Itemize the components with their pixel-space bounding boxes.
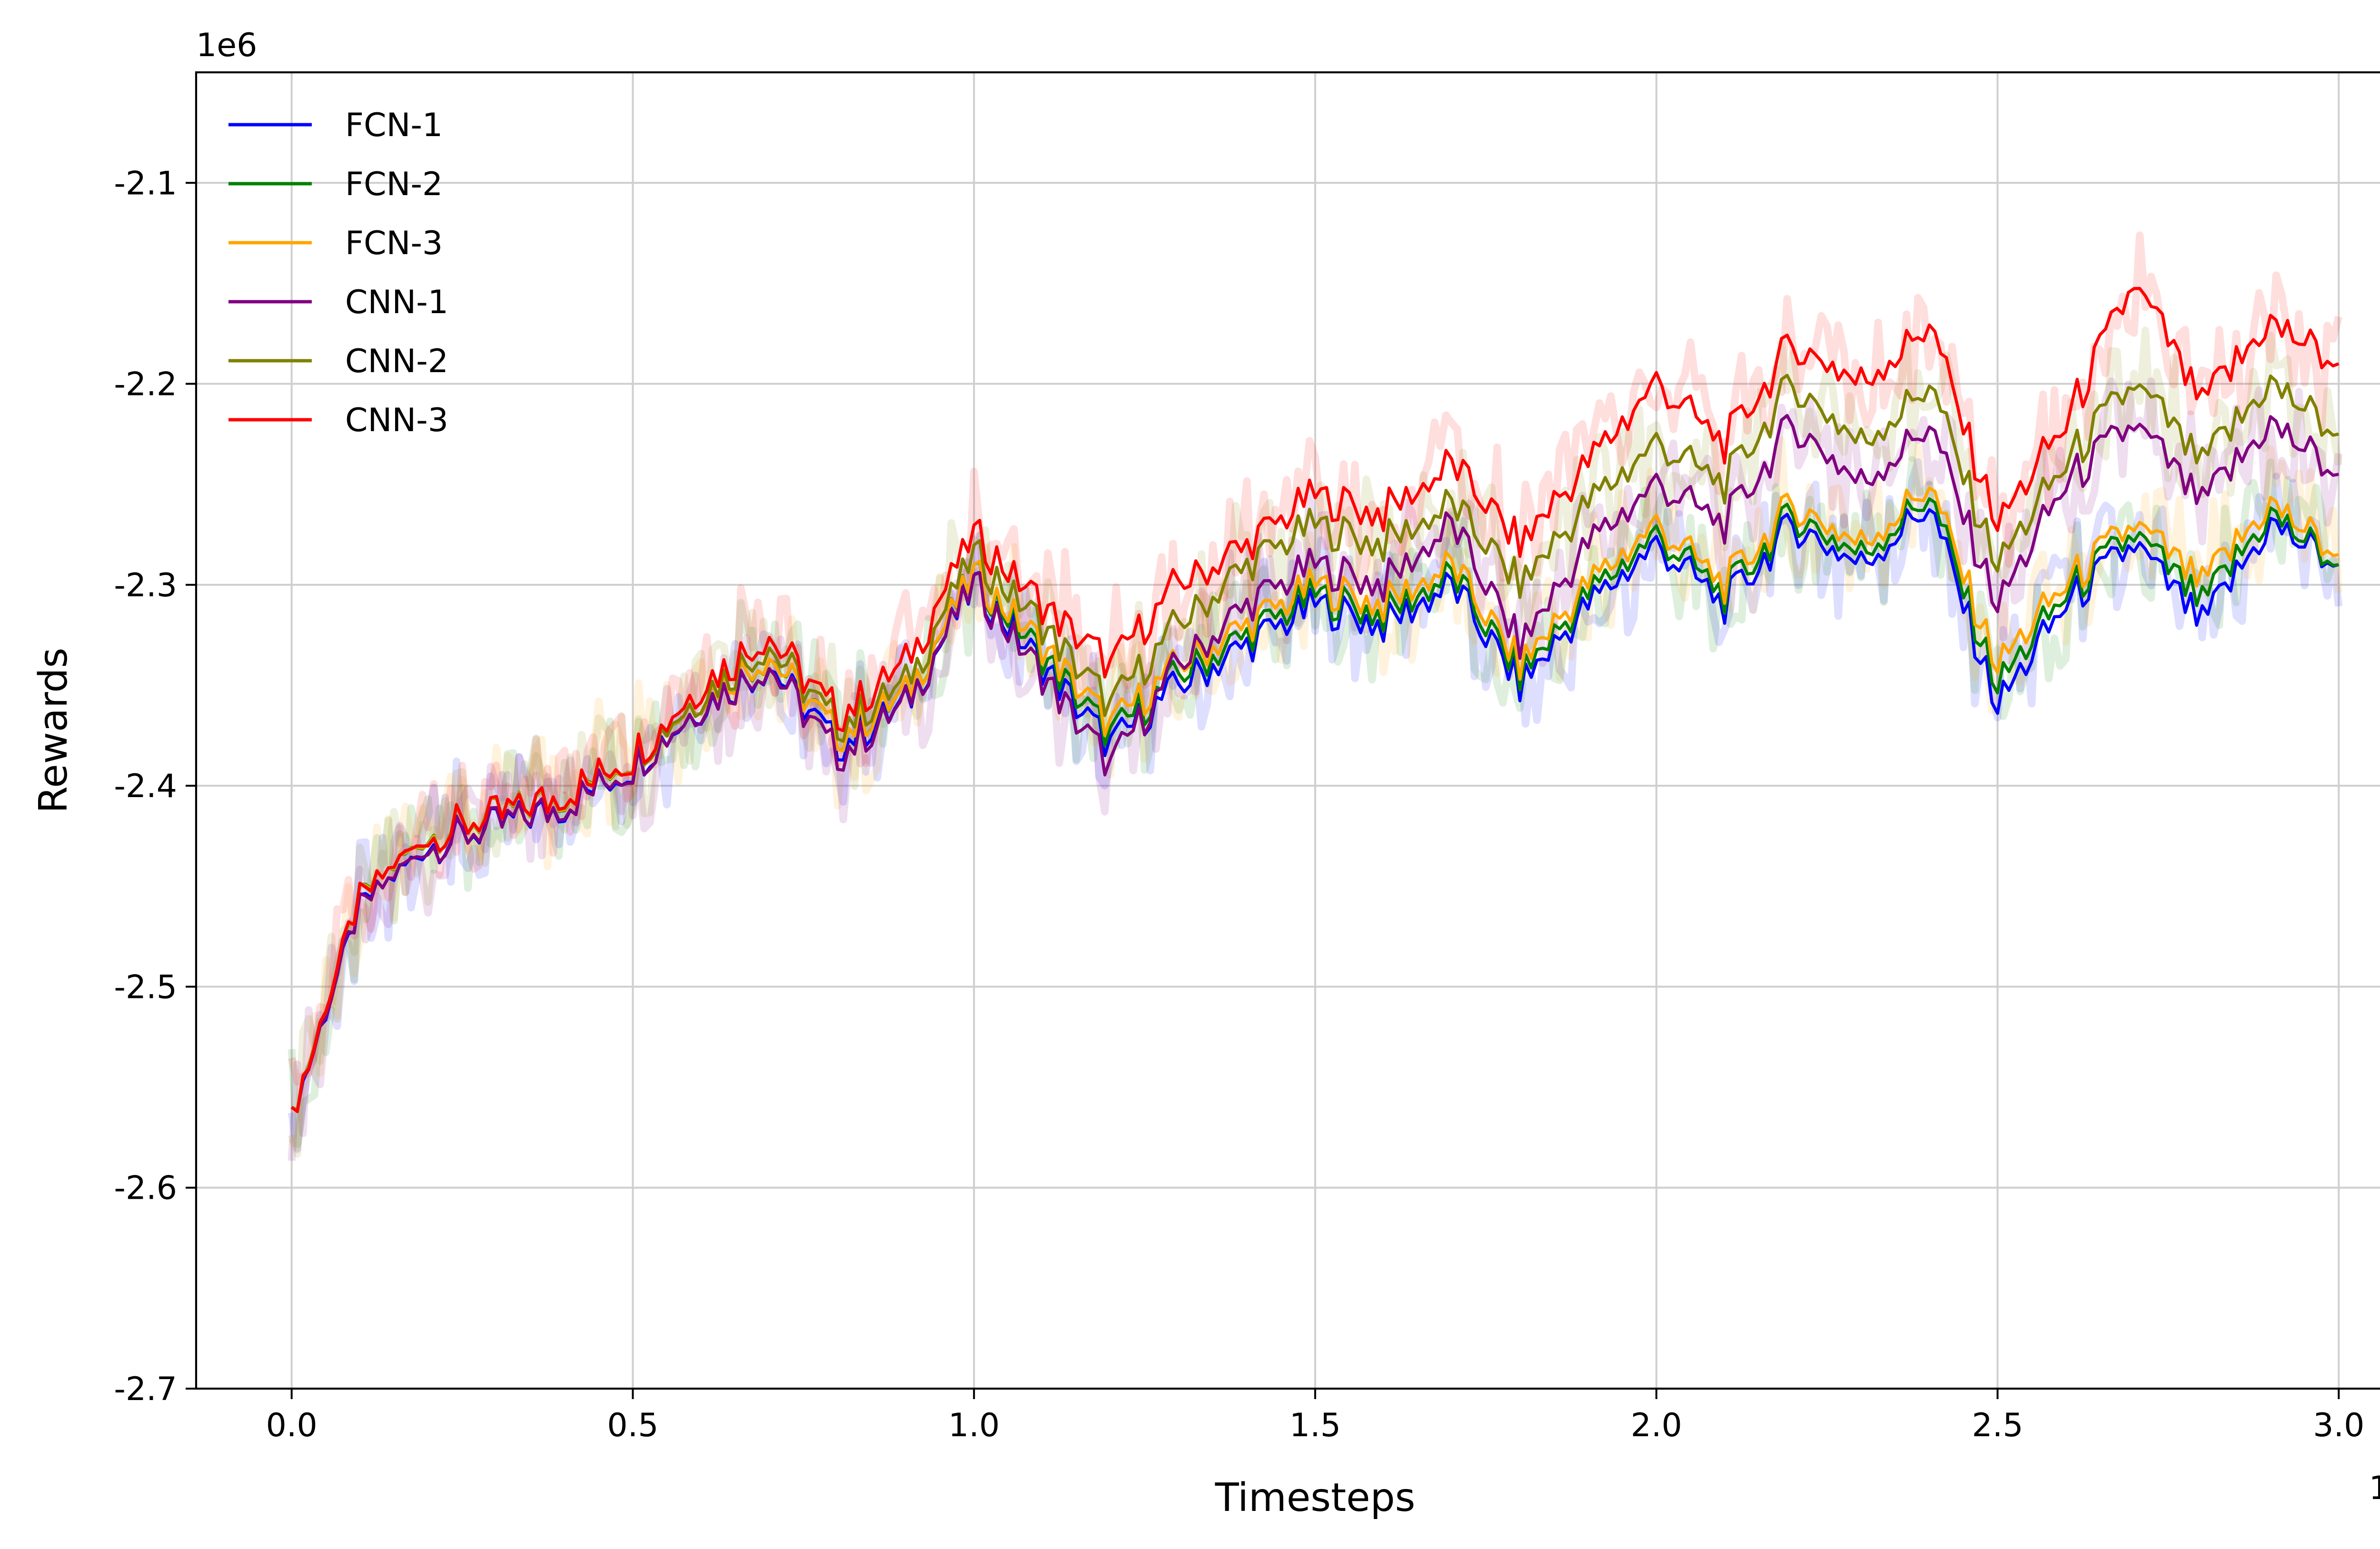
y-tick-label-5: -2.6 xyxy=(114,1170,177,1207)
legend-label: FCN-3 xyxy=(345,225,443,262)
y-tick-label-3: -2.4 xyxy=(114,768,177,805)
y-offset-label: 1e6 xyxy=(196,27,257,64)
legend-item-cnn-3: CNN-3 xyxy=(228,402,448,439)
legend-label: CNN-2 xyxy=(345,343,448,380)
y-axis-ticks: -2.1 -2.2 -2.3 -2.4 -2.5 -2.6 -2.7 xyxy=(114,165,196,1408)
y-tick-label-0: -2.1 xyxy=(114,165,177,202)
y-tick-label-4: -2.5 xyxy=(114,968,177,1006)
legend-item-fcn-2: FCN-2 xyxy=(228,166,443,203)
x-axis-ticks: 0.0 0.5 1.0 1.5 2.0 2.5 3.0 xyxy=(266,1389,2364,1444)
legend-item-cnn-2: CNN-2 xyxy=(228,343,448,380)
legend: FCN-1 FCN-2 FCN-3 CNN-1 CNN-2 CNN-3 xyxy=(228,107,448,439)
legend-item-fcn-3: FCN-3 xyxy=(228,225,443,262)
x-tick-label-2: 1.0 xyxy=(948,1407,1000,1444)
y-axis-label: Rewards xyxy=(31,648,76,813)
legend-label: FCN-1 xyxy=(345,107,443,144)
x-tick-label-3: 1.5 xyxy=(1289,1407,1341,1444)
series-lines xyxy=(290,286,2340,1114)
y-tick-label-2: -2.3 xyxy=(114,567,177,604)
y-tick-label-1: -2.2 xyxy=(114,366,177,404)
x-tick-label-4: 2.0 xyxy=(1631,1407,1682,1444)
legend-label: FCN-2 xyxy=(345,166,443,203)
x-tick-label-0: 0.0 xyxy=(266,1407,317,1444)
x-tick-label-5: 2.5 xyxy=(1972,1407,2023,1444)
band-fcn-1 xyxy=(288,458,2343,1153)
band-fcn-2 xyxy=(288,456,2340,1148)
line-cnn-3 xyxy=(290,286,2340,1113)
legend-label: CNN-3 xyxy=(345,402,448,439)
line-cnn-1 xyxy=(290,414,2339,1114)
legend-label: CNN-1 xyxy=(345,284,448,321)
y-tick-label-6: -2.7 xyxy=(114,1371,177,1408)
legend-item-fcn-1: FCN-1 xyxy=(228,107,443,144)
x-offset-label: 1e6 xyxy=(2369,1470,2380,1507)
x-tick-label-6: 3.0 xyxy=(2313,1407,2364,1444)
x-axis-label: Timesteps xyxy=(1215,1475,1416,1520)
legend-item-cnn-1: CNN-1 xyxy=(228,284,448,321)
x-tick-label-1: 0.5 xyxy=(607,1407,658,1444)
band-cnn-3 xyxy=(288,231,2343,1086)
